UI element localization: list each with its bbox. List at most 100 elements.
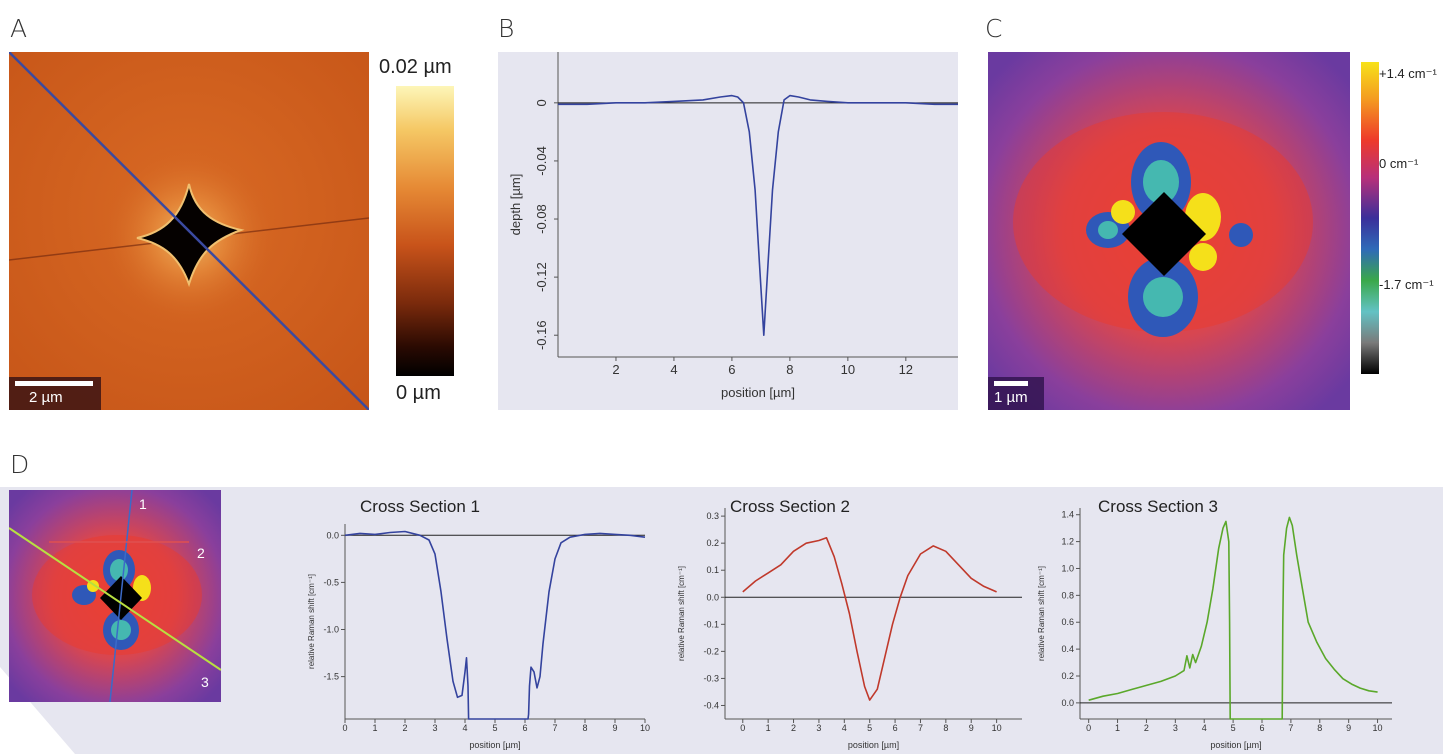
series-line [742,536,997,701]
panel-label-c: C [985,14,1003,43]
x-tick-label: 4 [670,362,677,377]
x-axis-label: position [µm] [848,740,899,750]
y-axis-label: relative Raman shift [cm⁻¹] [1037,566,1046,661]
colorbar-c-label-top: +1.4 cm⁻¹ [1379,66,1437,81]
colorbar-c-label-bottom: -1.7 cm⁻¹ [1379,277,1434,292]
scale-bar-c-label: 1 µm [994,389,1028,406]
chart-title: Cross Section 2 [730,497,850,516]
x-tick-label: 2 [1144,723,1149,733]
y-axis-label: depth [µm] [508,174,523,236]
y-tick-label: -0.3 [703,673,719,683]
x-tick-label: 9 [1346,723,1351,733]
x-tick-label: 10 [640,723,650,733]
x-tick-label: 8 [1317,723,1322,733]
scale-bar-a-label: 2 µm [29,389,63,406]
x-tick-label: 5 [867,723,872,733]
section-line-label-1: 1 [139,496,147,512]
x-tick-label: 10 [1373,723,1383,733]
x-tick-label: 3 [816,723,821,733]
raman-sections-image: 1 2 3 [9,490,221,702]
y-tick-label: -0.4 [703,700,719,710]
afm-topography-image [9,52,369,410]
scale-bar-c: 1 µm [988,377,1044,410]
section-line-label-2: 2 [197,545,205,561]
panel-label-d: D [10,450,30,479]
y-tick-label: -0.04 [534,146,549,176]
series-line [344,530,646,720]
x-tick-label: 6 [728,362,735,377]
x-tick-label: 6 [1259,723,1264,733]
raman-shift-image [988,52,1350,410]
y-tick-label: 1.4 [1061,510,1074,520]
x-tick-label: 8 [582,723,587,733]
x-tick-label: 1 [372,723,377,733]
y-tick-label: -1.0 [323,625,339,635]
x-tick-label: 4 [462,723,467,733]
x-tick-label: 4 [1202,723,1207,733]
colorbar-a-bottom-label: 0 µm [396,382,441,404]
x-tick-label: 3 [432,723,437,733]
x-tick-label: 10 [992,723,1002,733]
y-tick-label: -0.5 [323,577,339,587]
x-tick-label: 9 [969,723,974,733]
panel-label-b: B [498,14,515,43]
x-tick-label: 6 [522,723,527,733]
y-axis-label: relative Raman shift [cm⁻¹] [307,574,316,669]
x-axis-label: position [µm] [721,385,795,400]
chart-title: Cross Section 3 [1098,497,1218,516]
series-line [558,94,958,337]
x-tick-label: 9 [612,723,617,733]
cross-section-2-chart: 0 1 2 3 4 5 6 7 8 9 10 0.3 0.2 0.1 0.0 -0.1 -0.2 -0.3 -0.4… [677,497,1022,750]
x-tick-label: 2 [612,362,619,377]
y-tick-label: 0.0 [706,592,719,602]
y-tick-label: -0.2 [703,646,719,656]
x-tick-label: 0 [1086,723,1091,733]
section-line-label-3: 3 [201,674,209,690]
y-tick-label: 0.2 [1061,671,1074,681]
depth-profile-chart: 2 4 6 8 10 12 0 -0.04 -0.08 -0.12 -0.16 position [µ… [508,52,958,400]
x-tick-label: 7 [1288,723,1293,733]
y-tick-label: 1.0 [1061,563,1074,573]
x-tick-label: 8 [786,362,793,377]
profile-line [9,52,369,410]
colorbar-a [396,86,454,376]
x-tick-label: 3 [1173,723,1178,733]
y-tick-label: 0.2 [706,538,719,548]
x-tick-label: 6 [893,723,898,733]
colorbar-c [1361,62,1379,374]
x-tick-label: 2 [791,723,796,733]
y-tick-label: 0.0 [326,530,339,540]
y-tick-label: 0.1 [706,565,719,575]
y-tick-label: 0.3 [706,511,719,521]
y-tick-label: -1.5 [323,672,339,682]
y-tick-label: 0.8 [1061,590,1074,600]
x-tick-label: 10 [841,362,855,377]
x-tick-label: 7 [552,723,557,733]
y-tick-label: 0 [534,99,549,106]
x-axis-label: position [µm] [469,740,520,750]
y-tick-label: -0.1 [703,619,719,629]
x-tick-label: 1 [1115,723,1120,733]
y-tick-label: 0.4 [1061,644,1074,654]
x-tick-label: 8 [943,723,948,733]
y-axis-label: relative Raman shift [cm⁻¹] [677,566,686,661]
x-tick-label: 5 [492,723,497,733]
chart-title: Cross Section 1 [360,497,480,516]
x-tick-label: 0 [342,723,347,733]
x-tick-label: 5 [1231,723,1236,733]
scale-bar-a: 2 µm [9,377,101,410]
x-tick-label: 0 [740,723,745,733]
y-tick-label: -0.08 [534,204,549,234]
panel-label-a: A [10,14,28,43]
cross-section-1-chart: 0 1 2 3 4 5 6 7 8 9 10 0.0 -0.5 -1.0 -1.5 position [µm]… [307,497,650,750]
x-tick-label: 12 [899,362,913,377]
y-tick-label: 0.6 [1061,617,1074,627]
x-tick-label: 1 [766,723,771,733]
y-tick-label: 1.2 [1061,537,1074,547]
x-axis-label: position [µm] [1210,740,1261,750]
series-line [1088,516,1378,720]
y-tick-label: -0.16 [534,320,549,350]
cross-section-3-chart: 0 1 2 3 4 5 6 7 8 9 10 0.0 0.2 0.4 0.6 0.8 1.0 1.2 1.4 posi… [1037,497,1392,750]
x-tick-label: 4 [842,723,847,733]
colorbar-c-label-zero: 0 cm⁻¹ [1379,156,1419,171]
